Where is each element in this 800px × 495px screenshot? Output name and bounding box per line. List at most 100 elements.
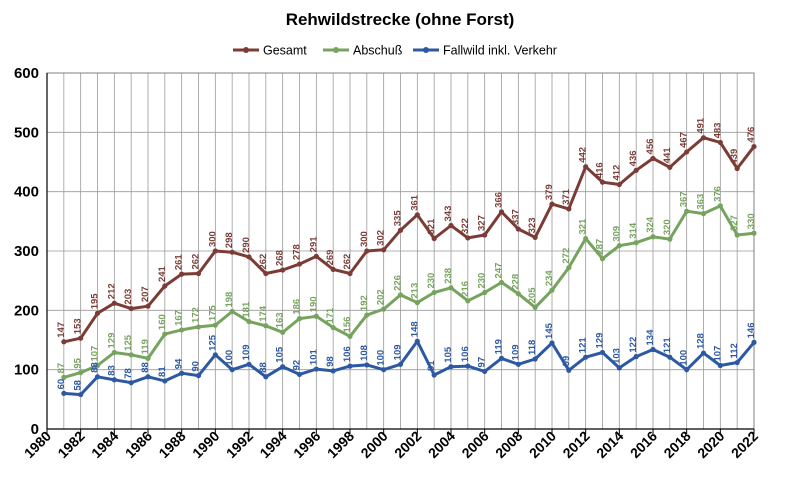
x-tick-label: 1982: [54, 428, 87, 461]
data-label: 181: [241, 301, 252, 318]
data-point: [78, 335, 84, 341]
data-point: [549, 287, 555, 293]
data-label: 78: [123, 368, 134, 379]
data-point: [717, 203, 723, 209]
y-tick-label: 400: [14, 184, 39, 201]
data-point: [381, 306, 387, 312]
chart-title: Rehwildstrecke (ohne Forst): [286, 10, 515, 29]
legend-item: Abschuß: [323, 44, 403, 58]
x-tick-label: 2020: [694, 428, 727, 461]
data-label: 442: [578, 147, 589, 163]
y-tick-label: 500: [14, 124, 39, 141]
data-point: [482, 232, 488, 238]
data-label: 241: [157, 265, 168, 282]
x-tick-label: 1994: [256, 428, 289, 461]
data-label: 195: [90, 293, 101, 310]
x-tick-label: 2008: [492, 428, 525, 461]
data-label: 83: [106, 365, 117, 376]
data-label: 101: [308, 349, 319, 366]
legend-marker: [333, 47, 339, 53]
data-point: [431, 235, 437, 242]
x-tick-label: 2018: [660, 428, 693, 461]
series-lines: [61, 135, 757, 398]
data-point: [448, 222, 454, 229]
data-label: 92: [292, 360, 303, 371]
data-point: [111, 377, 117, 383]
data-label: 190: [308, 296, 319, 312]
data-label: 107: [712, 346, 723, 362]
data-point: [381, 367, 387, 373]
data-point: [684, 367, 690, 373]
data-point: [78, 391, 84, 398]
data-label: 81: [157, 366, 168, 377]
data-label: 207: [140, 286, 151, 302]
x-tick-label: 1998: [324, 428, 357, 461]
data-point: [111, 349, 117, 356]
series-2: [61, 338, 757, 398]
data-label: 230: [426, 273, 437, 289]
data-label: 121: [578, 337, 589, 354]
data-label: 105: [275, 346, 286, 363]
data-label: 119: [140, 339, 151, 354]
data-point: [229, 249, 235, 255]
data-label: 268: [275, 250, 286, 266]
data-label: 121: [662, 337, 673, 354]
data-point: [465, 363, 471, 369]
data-point: [330, 368, 336, 374]
legend-item: Fallwild inkl. Verkehr: [413, 44, 557, 58]
data-label: 145: [544, 322, 555, 339]
data-label: 90: [191, 361, 202, 372]
data-point: [364, 312, 370, 318]
data-point: [94, 362, 101, 369]
data-label: 320: [662, 219, 673, 235]
data-label: 272: [561, 248, 572, 264]
data-point: [414, 212, 420, 218]
data-label: 100: [679, 350, 690, 366]
data-point: [414, 300, 420, 306]
data-label: 321: [426, 218, 437, 235]
legend-label: Gesamt: [263, 44, 307, 58]
data-label: 203: [123, 289, 134, 305]
data-label: 278: [292, 244, 303, 260]
data-point: [280, 329, 286, 335]
x-tick-label: 2000: [357, 428, 390, 461]
data-point: [111, 300, 117, 306]
data-label: 58: [73, 380, 84, 391]
data-point: [566, 367, 572, 373]
data-label: 156: [342, 317, 353, 333]
data-point: [684, 149, 690, 155]
x-tick-label: 2006: [458, 428, 491, 461]
data-label: 95: [73, 357, 84, 368]
data-label: 302: [376, 230, 387, 246]
data-label: 106: [342, 346, 353, 362]
data-point: [364, 362, 370, 368]
data-point: [179, 271, 185, 277]
y-tick-label: 0: [31, 421, 39, 438]
x-axis-ticks: 1980 1982 1984 1986 1988 1990 1992 1994 1996 1998…: [21, 428, 761, 461]
data-label: 367: [679, 191, 690, 207]
data-point: [700, 135, 707, 141]
data-point: [195, 324, 202, 330]
data-point: [364, 248, 370, 254]
data-point: [195, 373, 202, 379]
data-label: 98: [325, 356, 336, 367]
data-point: [583, 354, 589, 360]
data-label: 300: [359, 231, 370, 247]
data-point: [734, 359, 740, 366]
x-tick-label: 1986: [122, 428, 155, 461]
data-label: 128: [696, 333, 707, 349]
data-point: [212, 322, 218, 328]
data-label: 60: [56, 379, 67, 390]
data-label: 146: [746, 323, 757, 339]
data-label: 216: [460, 281, 471, 297]
data-label: 287: [595, 239, 606, 255]
data-point: [397, 361, 404, 367]
x-tick-label: 1996: [290, 428, 323, 461]
data-label: 109: [393, 344, 404, 360]
data-point: [128, 380, 134, 386]
x-tick-label: 2022: [728, 428, 761, 461]
data-point: [465, 235, 471, 241]
data-point: [162, 331, 168, 337]
data-label: 91: [426, 360, 437, 371]
data-label: 167: [174, 310, 185, 326]
